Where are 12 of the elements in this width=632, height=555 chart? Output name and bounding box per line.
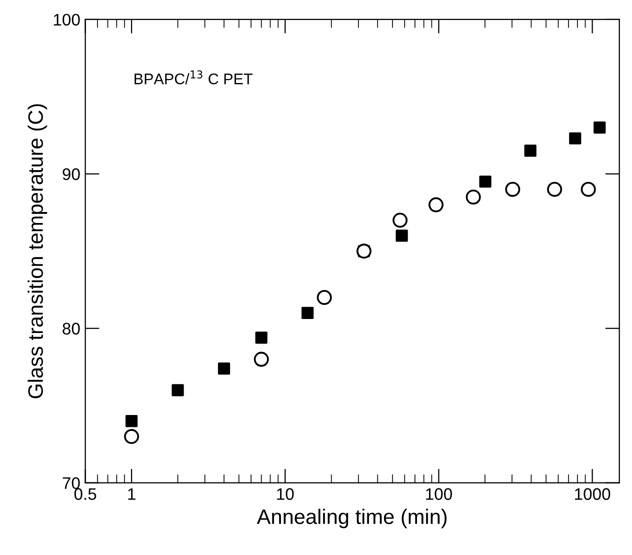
y-tick-label: 90 xyxy=(62,168,80,180)
x-tick-label: 0.5 xyxy=(74,488,96,500)
y-tick-label: 80 xyxy=(62,322,80,335)
y-tick-label: 70 xyxy=(62,477,80,490)
y-axis-title: Glass transition temperature (C) xyxy=(28,104,48,398)
y-tick-label: 100 xyxy=(54,14,80,26)
annotation: BPAPC/$^{13}$ C PET xyxy=(134,70,252,84)
x-axis-title: Annealing time (min) xyxy=(256,508,447,528)
x-tick-label: 1 xyxy=(128,488,136,500)
x-tick-label: 100 xyxy=(426,488,452,500)
x-tick-label: 10 xyxy=(277,488,294,500)
x-tick-label: 1000 xyxy=(575,488,610,500)
